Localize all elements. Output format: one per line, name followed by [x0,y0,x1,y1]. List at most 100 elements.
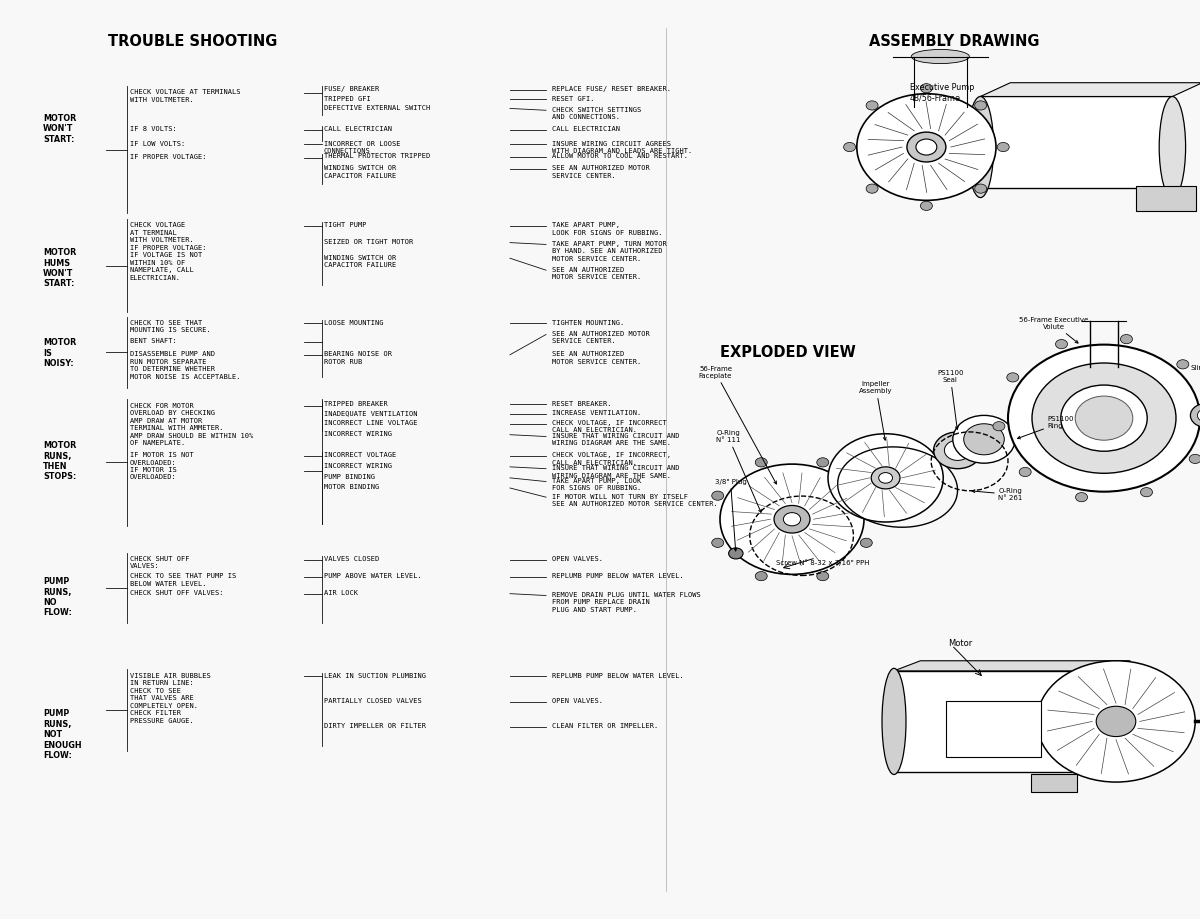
Circle shape [878,472,893,483]
Circle shape [1097,706,1135,737]
Circle shape [866,101,878,110]
Circle shape [817,572,829,581]
Text: PUMP
RUNS,
NOT
ENOUGH
FLOW:: PUMP RUNS, NOT ENOUGH FLOW: [43,709,82,760]
Text: TRIPPED GFI: TRIPPED GFI [324,96,371,102]
FancyBboxPatch shape [894,671,1104,772]
Circle shape [866,184,878,193]
Text: 3/8" Plug: 3/8" Plug [715,479,746,551]
Text: TAKE APART PUMP, LOOK
FOR SIGNS OF RUBBING.: TAKE APART PUMP, LOOK FOR SIGNS OF RUBBI… [552,478,641,492]
Text: REPLUMB PUMP BELOW WATER LEVEL.: REPLUMB PUMP BELOW WATER LEVEL. [552,673,684,679]
Ellipse shape [882,668,906,775]
Ellipse shape [1092,668,1116,775]
Text: SEE AN AUTHORIZED MOTOR
SERVICE CENTER.: SEE AN AUTHORIZED MOTOR SERVICE CENTER. [552,165,649,179]
Text: PUMP
RUNS,
NO
FLOW:: PUMP RUNS, NO FLOW: [43,577,72,618]
Text: TIGHTEN MOUNTING.: TIGHTEN MOUNTING. [552,320,624,326]
Text: MOTOR
RUNS,
THEN
STOPS:: MOTOR RUNS, THEN STOPS: [43,441,77,482]
Text: DIRTY IMPELLER OR FILTER: DIRTY IMPELLER OR FILTER [324,723,426,730]
Text: CHECK SWITCH SETTINGS
AND CONNECTIONS.: CHECK SWITCH SETTINGS AND CONNECTIONS. [552,107,641,120]
Circle shape [1056,339,1068,348]
Text: DISASSEMBLE PUMP AND
RUN MOTOR SEPARATE
TO DETERMINE WHETHER
MOTOR NOISE IS ACCE: DISASSEMBLE PUMP AND RUN MOTOR SEPARATE … [130,351,240,380]
Text: O-Ring
N° 111: O-Ring N° 111 [716,430,761,513]
Circle shape [953,415,1015,463]
Circle shape [916,139,937,155]
Text: DEFECTIVE EXTERNAL SWITCH: DEFECTIVE EXTERNAL SWITCH [324,105,431,111]
Circle shape [1037,661,1195,782]
Text: AIR LOCK: AIR LOCK [324,590,358,596]
FancyBboxPatch shape [1031,774,1076,792]
Circle shape [857,94,996,200]
Text: IF MOTOR IS
OVERLOADED:: IF MOTOR IS OVERLOADED: [130,467,176,481]
Text: CHECK FOR MOTOR
OVERLOAD BY CHECKING
AMP DRAW AT MOTOR
TERMINAL WITH AMMETER.
AM: CHECK FOR MOTOR OVERLOAD BY CHECKING AMP… [130,403,253,446]
Text: CLEAN FILTER OR IMPELLER.: CLEAN FILTER OR IMPELLER. [552,723,659,730]
Circle shape [712,491,724,500]
Text: REMOVE DRAIN PLUG UNTIL WATER FLOWS
FROM PUMP REPLACE DRAIN
PLUG AND START PUMP.: REMOVE DRAIN PLUG UNTIL WATER FLOWS FROM… [552,592,701,613]
Text: CHECK VOLTAGE, IF INCORRECT
CALL AN ELECTRICIAN.: CHECK VOLTAGE, IF INCORRECT CALL AN ELEC… [552,420,667,434]
Text: O-Ring
N° 261: O-Ring N° 261 [972,488,1022,501]
Text: IF PROPER VOLTAGE:: IF PROPER VOLTAGE: [130,154,206,161]
Circle shape [755,572,767,581]
Text: CHECK VOLTAGE
AT TERMINAL
WITH VOLTMETER.
IF PROPER VOLTAGE:
IF VOLTAGE IS NOT
W: CHECK VOLTAGE AT TERMINAL WITH VOLTMETER… [130,222,206,281]
Text: INCORRECT OR LOOSE
CONNECTIONS: INCORRECT OR LOOSE CONNECTIONS [324,141,401,154]
Circle shape [1177,359,1189,369]
Circle shape [712,539,724,548]
Text: EXPLODED VIEW: EXPLODED VIEW [720,345,856,359]
Text: SEE AN AUTHORIZED
MOTOR SERVICE CENTER.: SEE AN AUTHORIZED MOTOR SERVICE CENTER. [552,351,641,365]
Text: INSURE WIRING CIRCUIT AGREES
WITH DIAGRAM AND LEADS ARE TIGHT.: INSURE WIRING CIRCUIT AGREES WITH DIAGRA… [552,141,692,154]
Text: TAKE APART PUMP, TURN MOTOR
BY HAND. SEE AN AUTHORIZED
MOTOR SERVICE CENTER.: TAKE APART PUMP, TURN MOTOR BY HAND. SEE… [552,241,667,262]
Circle shape [774,505,810,533]
Text: Executive Pump
48/56-Frame: Executive Pump 48/56-Frame [910,83,974,102]
Polygon shape [894,661,1130,671]
Text: INSURE THAT WIRING CIRCUIT AND
WIRING DIAGRAM ARE THE SAME.: INSURE THAT WIRING CIRCUIT AND WIRING DI… [552,433,679,447]
Circle shape [728,548,743,559]
Text: RESET BREAKER.: RESET BREAKER. [552,401,612,407]
Text: INSURE THAT WIRING CIRCUIT AND
WIRING DIAGRAM ARE THE SAME.: INSURE THAT WIRING CIRCUIT AND WIRING DI… [552,465,679,479]
Circle shape [755,458,767,467]
Text: TIGHT PUMP: TIGHT PUMP [324,222,366,229]
Text: IF 8 VOLTS:: IF 8 VOLTS: [130,126,176,132]
Circle shape [828,434,943,522]
Circle shape [860,491,872,500]
Circle shape [784,513,800,526]
Text: BENT SHAFT:: BENT SHAFT: [130,338,176,345]
Text: Motor: Motor [948,639,972,648]
FancyBboxPatch shape [1136,186,1196,211]
Circle shape [871,467,900,489]
Text: CHECK VOLTAGE, IF INCORRECT,
CALL AN ELECTRICIAN.: CHECK VOLTAGE, IF INCORRECT, CALL AN ELE… [552,452,671,466]
Circle shape [1007,373,1019,382]
Text: PUMP BINDING: PUMP BINDING [324,474,374,481]
Text: BEARING NOISE OR
ROTOR RUB: BEARING NOISE OR ROTOR RUB [324,351,392,365]
Text: CALL ELECTRICIAN: CALL ELECTRICIAN [324,126,392,132]
Text: INCORRECT WIRING: INCORRECT WIRING [324,431,392,437]
Text: Slinger: Slinger [1190,365,1200,401]
Circle shape [1075,396,1133,440]
Text: INCORRECT VOLTAGE: INCORRECT VOLTAGE [324,452,396,459]
Circle shape [920,84,932,93]
Text: ASSEMBLY DRAWING: ASSEMBLY DRAWING [869,34,1039,49]
Text: CHECK VOLTAGE AT TERMINALS
WITH VOLTMETER.: CHECK VOLTAGE AT TERMINALS WITH VOLTMETE… [130,89,240,103]
Text: LEAK IN SUCTION PLUMBING: LEAK IN SUCTION PLUMBING [324,673,426,679]
Text: ALLOW MOTOR TO COOL AND RESTART.: ALLOW MOTOR TO COOL AND RESTART. [552,153,688,160]
Circle shape [920,201,932,210]
Text: IF MOTOR WILL NOT TURN BY ITSELF
SEE AN AUTHORIZED MOTOR SERVICE CENTER.: IF MOTOR WILL NOT TURN BY ITSELF SEE AN … [552,494,718,507]
Text: VISIBLE AIR BUBBLES
IN RETURN LINE:
CHECK TO SEE
THAT VALVES ARE
COMPLETELY OPEN: VISIBLE AIR BUBBLES IN RETURN LINE: CHEC… [130,673,210,723]
Ellipse shape [967,96,994,198]
Circle shape [907,132,946,162]
Text: PUMP ABOVE WATER LEVEL.: PUMP ABOVE WATER LEVEL. [324,573,421,580]
Text: THERMAL PROTECTOR TRIPPED: THERMAL PROTECTOR TRIPPED [324,153,431,160]
Text: MOTOR
IS
NOISY:: MOTOR IS NOISY: [43,338,77,368]
Circle shape [974,101,986,110]
Text: CHECK TO SEE THAT
MOUNTING IS SECURE.: CHECK TO SEE THAT MOUNTING IS SECURE. [130,320,210,334]
Circle shape [1140,488,1152,497]
Circle shape [997,142,1009,152]
Text: REPLUMB PUMP BELOW WATER LEVEL.: REPLUMB PUMP BELOW WATER LEVEL. [552,573,684,580]
Circle shape [1019,468,1031,477]
Text: SEE AN AUTHORIZED MOTOR
SERVICE CENTER.: SEE AN AUTHORIZED MOTOR SERVICE CENTER. [552,331,649,345]
Text: VALVES CLOSED: VALVES CLOSED [324,556,379,562]
Ellipse shape [1159,96,1186,198]
Circle shape [860,539,872,548]
Text: 56-Frame Executive
Volute: 56-Frame Executive Volute [1019,317,1088,343]
Text: CHECK SHUT OFF
VALVES:: CHECK SHUT OFF VALVES: [130,556,190,570]
Circle shape [944,440,971,460]
Text: SEIZED OR TIGHT MOTOR: SEIZED OR TIGHT MOTOR [324,239,413,245]
Text: PARTIALLY CLOSED VALVES: PARTIALLY CLOSED VALVES [324,698,421,705]
